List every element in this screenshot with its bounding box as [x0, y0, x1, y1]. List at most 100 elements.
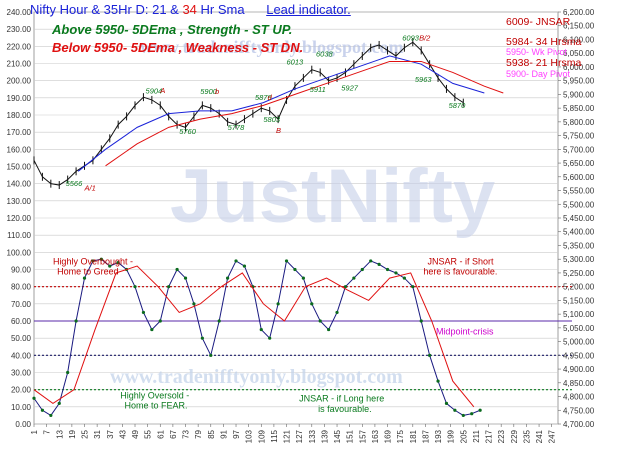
x-tick-label: 133 — [308, 429, 317, 443]
oscillator-point — [200, 336, 204, 340]
right-tick-label: 5,850.00 — [563, 104, 595, 113]
legend-34sma: 5984- 34 Hrsma — [506, 36, 582, 48]
right-tick-label: 6,100.00 — [563, 35, 595, 44]
x-tick-label: 223 — [497, 429, 506, 443]
left-tick-label: 60.00 — [11, 317, 32, 326]
right-tick-label: 4,850.00 — [563, 379, 595, 388]
oscillator-point — [40, 408, 45, 412]
oscillator-point — [369, 259, 373, 263]
oscillator-point — [217, 319, 221, 323]
oscillator-annotation: is favourable. — [318, 404, 372, 414]
x-tick-label: 79 — [194, 429, 203, 438]
subtitle-weakness: Below 5950- 5DEma , Weakness - ST DN. — [52, 40, 304, 55]
oscillator-point — [402, 276, 406, 280]
price-annotation: 5879 — [255, 93, 273, 102]
oscillator-point — [394, 271, 398, 275]
x-tick-label: 127 — [295, 429, 304, 443]
oscillator-point — [66, 370, 70, 375]
oscillator-point — [49, 413, 53, 418]
oscillator-point — [234, 259, 238, 263]
oscillator-annotation: Highly Overbought - — [53, 256, 133, 266]
x-tick-label: 193 — [434, 429, 443, 443]
oscillator-point — [343, 285, 348, 289]
oscillator-point — [293, 267, 297, 272]
right-tick-label: 6,000.00 — [563, 63, 595, 72]
x-tick-label: 49 — [131, 429, 140, 438]
oscillator-point — [133, 285, 137, 289]
price-annotation: d — [268, 93, 273, 102]
left-tick-label: 230.00 — [7, 25, 32, 34]
right-tick-label: 4,700.00 — [563, 420, 595, 429]
x-tick-label: 109 — [257, 429, 266, 443]
oscillator-point — [301, 276, 305, 280]
right-tick-label: 5,200.00 — [563, 283, 595, 292]
price-annotation: A — [159, 86, 165, 95]
right-tick-label: 5,100.00 — [563, 310, 595, 319]
legend-jnsar: 6009- JNSAR — [506, 16, 571, 28]
x-tick-label: 61 — [156, 429, 165, 438]
right-tick-label: 5,650.00 — [563, 159, 595, 168]
x-tick-label: 163 — [371, 429, 380, 443]
right-tick-label: 5,550.00 — [563, 187, 595, 196]
legend-wk-pivot: 5950- Wk Pivot — [506, 47, 568, 57]
oscillator-point — [57, 401, 61, 405]
legend-21sma: 5938- 21 Hrsma — [506, 57, 582, 69]
subtitle-strength: Above 5950- 5DEma , Strength - ST UP. — [52, 22, 293, 37]
price-annotation: 5778 — [228, 123, 246, 132]
right-tick-label: 6,200.00 — [563, 8, 595, 17]
right-tick-label: 5,500.00 — [563, 200, 595, 209]
right-tick-label: 4,800.00 — [563, 393, 595, 402]
left-tick-label: 40.00 — [11, 351, 32, 360]
oscillator-point — [419, 319, 423, 323]
oscillator-point — [116, 261, 120, 265]
price-annotation: 6013 — [287, 58, 305, 67]
x-tick-label: 175 — [396, 429, 405, 443]
oscillator-annotation: Home to Greed — [57, 267, 119, 277]
x-tick-label: 121 — [283, 429, 292, 443]
oscillator-point — [82, 276, 87, 280]
oscillator-point — [335, 310, 339, 315]
oscillator-point — [310, 302, 314, 306]
left-tick-label: 0.00 — [15, 420, 31, 429]
oscillator-point — [327, 327, 331, 332]
oscillator-point — [141, 310, 146, 315]
oscillator-point — [226, 276, 230, 280]
right-tick-label: 5,750.00 — [563, 132, 595, 141]
left-tick-label: 170.00 — [7, 128, 32, 137]
oscillator-point — [192, 302, 196, 306]
oscillator-point — [411, 285, 415, 289]
price-annotation: 5803 — [263, 115, 281, 124]
x-tick-label: 205 — [459, 429, 468, 443]
right-tick-label: 5,350.00 — [563, 241, 595, 250]
oscillator-point — [259, 327, 263, 332]
oscillator-annotation: Highly Oversold - — [120, 390, 189, 400]
x-tick-label: 247 — [548, 429, 557, 443]
oscillator-annotation: Midpoint-crisis — [436, 327, 494, 337]
right-tick-label: 5,450.00 — [563, 214, 595, 223]
price-annotation: 6093 — [402, 34, 420, 43]
left-tick-label: 140.00 — [7, 180, 32, 189]
oscillator-point — [461, 413, 465, 418]
price-annotation: 5760 — [179, 127, 197, 136]
x-tick-label: 145 — [333, 429, 342, 443]
x-tick-label: 139 — [320, 429, 329, 443]
oscillator-point — [150, 327, 154, 332]
x-tick-label: 199 — [447, 429, 456, 443]
left-tick-label: 10.00 — [11, 403, 32, 412]
sma21-line — [77, 55, 485, 172]
price-annotation: 5927 — [341, 84, 359, 93]
oscillator-point — [360, 267, 364, 272]
x-tick-label: 151 — [346, 429, 355, 443]
x-tick-label: 7 — [43, 429, 52, 434]
price-annotation: 5900 — [200, 87, 218, 96]
oscillator-point — [453, 408, 457, 412]
x-tick-label: 169 — [384, 429, 393, 443]
oscillator-point — [242, 264, 247, 268]
watermark-url-bottom: www.tradenifftyonly.blogspot.com — [110, 366, 403, 388]
price-annotation: 5566 — [66, 179, 84, 188]
x-tick-label: 235 — [522, 429, 531, 443]
price-annotation: 6038 — [316, 49, 334, 58]
x-tick-label: 187 — [421, 429, 430, 443]
left-tick-label: 90.00 — [11, 266, 32, 275]
